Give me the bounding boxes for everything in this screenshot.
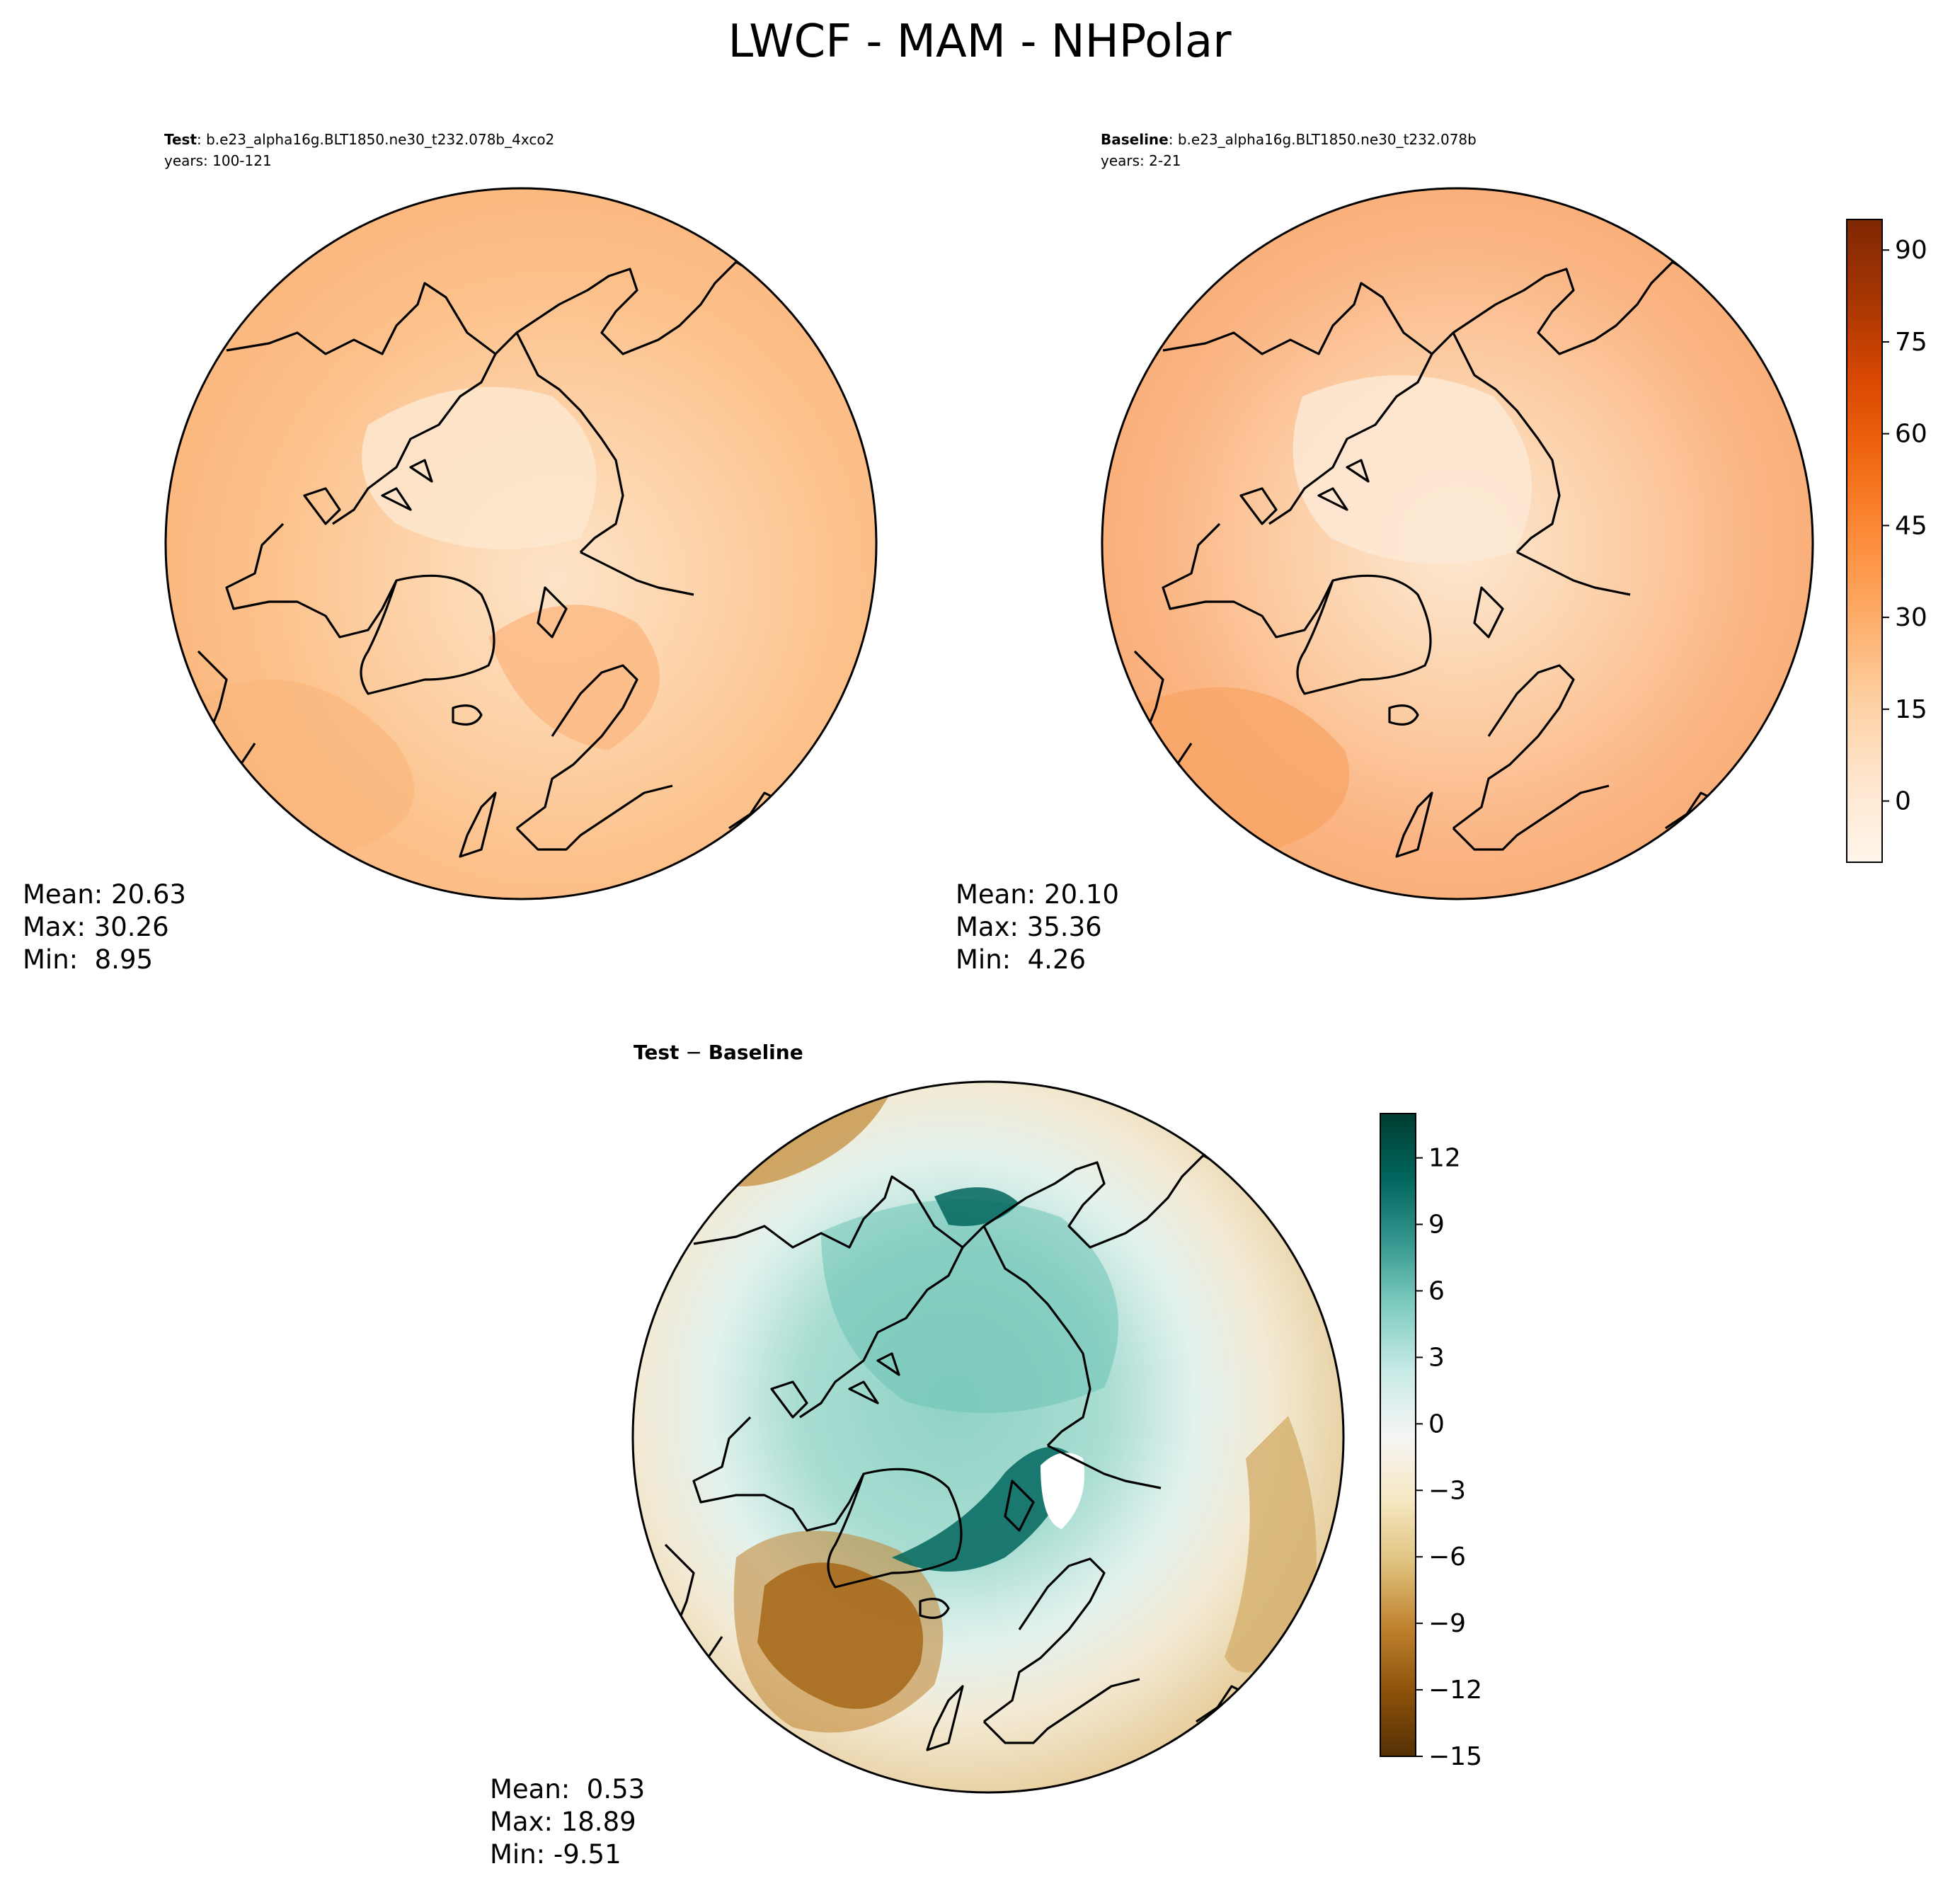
main-colorbar-tick-label: 75: [1895, 328, 1927, 357]
test-years: years: 100-121: [164, 152, 272, 169]
baseline-years: years: 2-21: [1101, 152, 1181, 169]
test-stat-mean: Mean: 20.63: [23, 879, 186, 910]
diff-label-sep: −: [679, 1041, 708, 1064]
diff-colorbar-tick-label: −3: [1428, 1476, 1466, 1505]
test-coastlines: [197, 261, 779, 858]
diff-panel: Test − Baseline: [490, 1041, 1345, 1870]
diff-white-max: [1041, 1453, 1084, 1529]
baseline-map: [1102, 188, 1813, 899]
baseline-stat-min: Min: 4.26: [956, 944, 1086, 975]
diff-colorbar-ramp: [1380, 1113, 1416, 1757]
diff-brown-rim-right: [1225, 1416, 1317, 1673]
main-colorbar: 90 75 60 45 30 15 0: [1846, 219, 1927, 863]
main-colorbar-ticks: 90 75 60 45 30 15 0: [1882, 236, 1927, 816]
baseline-panel: Baseline: b.e23_alpha16g.BLT1850.ne30_t2…: [956, 131, 1814, 975]
diff-colorbar-tick-label: −9: [1428, 1609, 1466, 1638]
main-colorbar-tick-label: 45: [1895, 511, 1927, 540]
diff-brown-blob-edge: [733, 1531, 944, 1733]
test-panel-header: Test: b.e23_alpha16g.BLT1850.ne30_t232.0…: [164, 131, 554, 148]
figure-title: LWCF - MAM - NHPolar: [728, 16, 1232, 68]
test-case-name: : b.e23_alpha16g.BLT1850.ne30_t232.078b_…: [197, 131, 554, 148]
main-colorbar-tick-label: 60: [1895, 420, 1927, 449]
baseline-stat-mean: Mean: 20.10: [956, 879, 1119, 910]
diff-stat-mean: Mean: 0.53: [490, 1774, 645, 1804]
main-colorbar-tick-label: 0: [1895, 787, 1911, 816]
test-warm-patch-2: [488, 605, 660, 750]
diff-panel-header: Test − Baseline: [634, 1041, 803, 1064]
diff-stat-max: Max: 18.89: [490, 1807, 636, 1837]
main-colorbar-ramp: [1846, 219, 1883, 863]
baseline-case-name: : b.e23_alpha16g.BLT1850.ne30_t232.078b: [1169, 131, 1477, 148]
diff-stat-min: Min: -9.51: [490, 1839, 621, 1870]
diff-label-test: Test: [634, 1041, 679, 1064]
diff-colorbar-tick-label: 6: [1428, 1276, 1445, 1305]
main-colorbar-tick-label: 15: [1895, 695, 1927, 724]
baseline-coastlines: [1133, 261, 1716, 858]
diff-colorbar-tick-label: −6: [1428, 1543, 1466, 1572]
test-stat-max: Max: 30.26: [23, 912, 169, 942]
baseline-cool-patch: [1293, 375, 1532, 563]
diff-colorbar-tick-label: 12: [1428, 1144, 1461, 1173]
test-panel: Test: b.e23_alpha16g.BLT1850.ne30_t232.0…: [23, 131, 878, 975]
diff-label-baseline: Baseline: [709, 1041, 803, 1064]
diff-teal-core: [821, 1199, 1118, 1413]
diff-colorbar-tick-label: −12: [1428, 1676, 1482, 1705]
diff-colorbar: 12 9 6 3 0 −3 −6 −9 −12 −15: [1380, 1113, 1482, 1771]
diff-map-border: [631, 1080, 1345, 1794]
baseline-panel-header: Baseline: b.e23_alpha16g.BLT1850.ne30_t2…: [1101, 131, 1477, 148]
baseline-stat-max: Max: 35.36: [956, 912, 1102, 942]
diff-map: [633, 1082, 1343, 1792]
diff-colorbar-tick-label: 9: [1428, 1211, 1445, 1240]
diff-colorbar-tick-label: 0: [1428, 1409, 1445, 1438]
test-stat-min: Min: 8.95: [23, 944, 153, 975]
test-map-border: [164, 187, 878, 900]
test-map: [166, 188, 876, 899]
main-colorbar-tick-label: 30: [1895, 603, 1927, 632]
diff-colorbar-ticks: 12 9 6 3 0 −3 −6 −9 −12 −15: [1416, 1144, 1482, 1771]
baseline-label: Baseline: [1101, 131, 1169, 148]
main-colorbar-tick-label: 90: [1895, 236, 1927, 265]
diff-teal-arc: [892, 1447, 1076, 1572]
diff-coastlines: [664, 1154, 1247, 1751]
test-label: Test: [164, 131, 197, 148]
diff-colorbar-tick-label: −15: [1428, 1742, 1482, 1771]
baseline-map-border: [1101, 187, 1814, 900]
diff-colorbar-tick-label: 3: [1428, 1343, 1445, 1372]
test-cool-patch: [362, 387, 597, 549]
